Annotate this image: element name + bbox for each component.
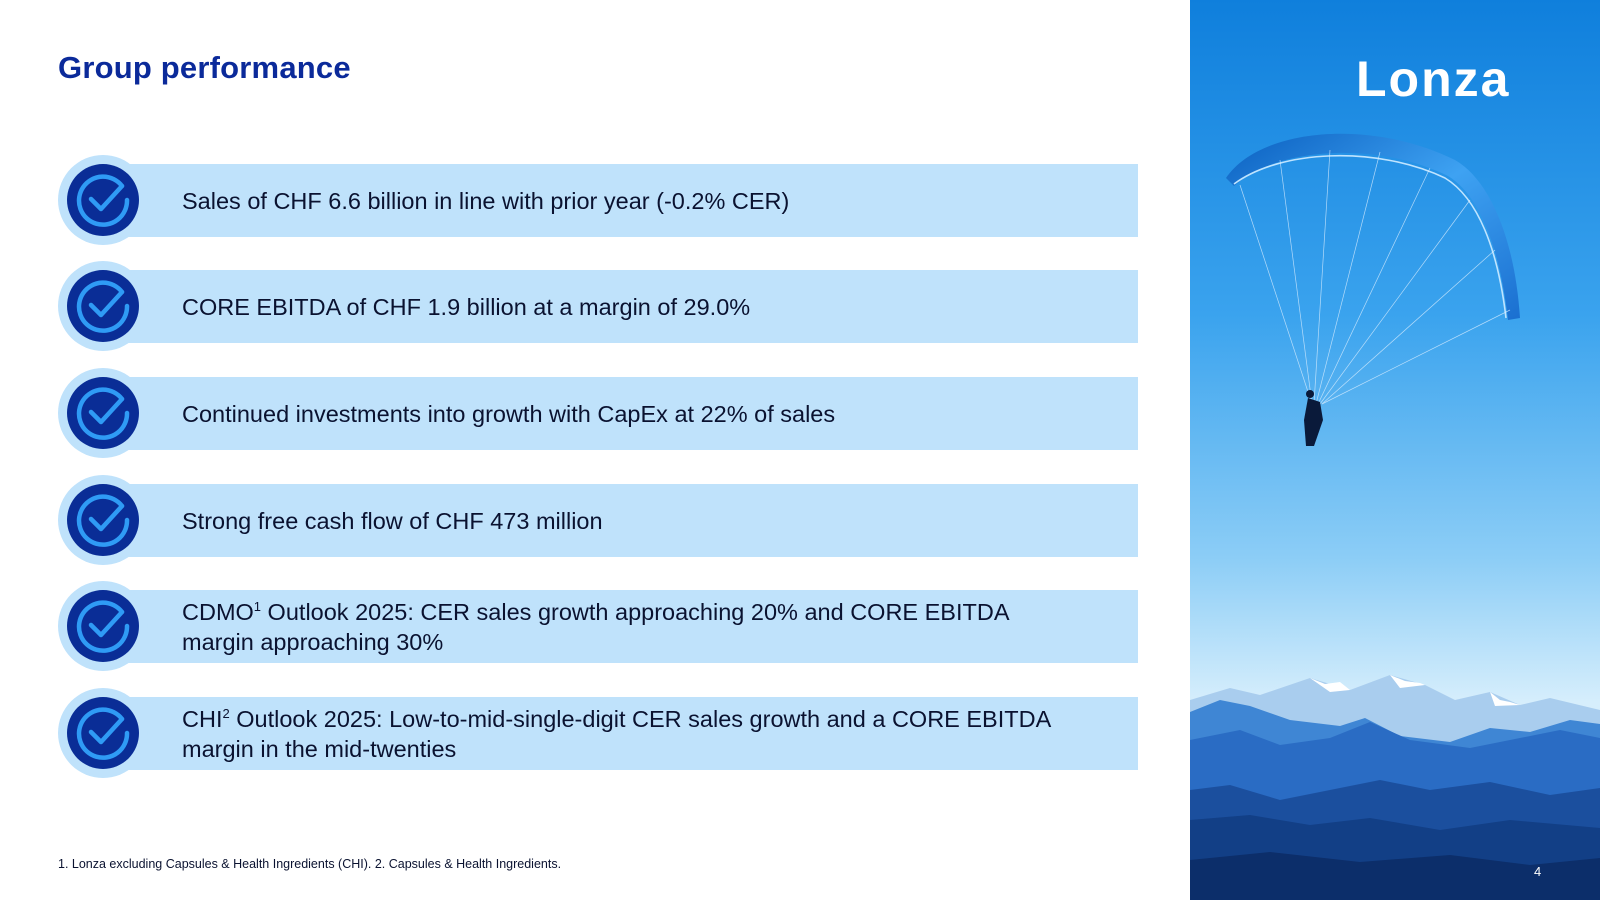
check-circle-icon [67, 697, 139, 769]
bullet-bar [108, 484, 1138, 557]
bullet-item: CHI2 Outlook 2025: Low-to-mid-single-dig… [58, 688, 1138, 778]
bullet-item: Strong free cash flow of CHF 473 million [58, 475, 1138, 565]
bullet-bar [108, 377, 1138, 450]
bullet-text: Strong free cash flow of CHF 473 million [182, 507, 603, 534]
bullet-bar [108, 270, 1138, 343]
bullet-text: CHI2 Outlook 2025: Low-to-mid-single-dig… [182, 697, 1077, 770]
footnote: 1. Lonza excluding Capsules & Health Ing… [58, 857, 562, 871]
bullet-item: CORE EBITDA of CHF 1.9 billion at a marg… [58, 261, 1138, 351]
bullet-bar [108, 164, 1138, 237]
bullet-bar [108, 590, 1138, 663]
lonza-logo: Lonza [1356, 51, 1511, 107]
bullet-prefix: CHI [182, 705, 223, 732]
check-circle-badge [58, 155, 148, 245]
bullet-item: CDMO1 Outlook 2025: CER sales growth app… [58, 581, 1138, 671]
bullet-item: Continued investments into growth with C… [58, 368, 1138, 458]
check-circle-badge [58, 688, 148, 778]
check-circle-icon [67, 270, 139, 342]
check-circle-icon [67, 590, 139, 662]
bullet-prefix: CDMO [182, 598, 254, 625]
check-circle-badge [58, 581, 148, 671]
footnote-marker: 1 [253, 598, 262, 614]
bullet-bar [108, 697, 1138, 770]
check-circle-badge [58, 475, 148, 565]
bullet-body: Outlook 2025: CER sales growth approachi… [182, 598, 1009, 655]
footnote-marker: 2 [222, 705, 230, 721]
page-number: 4 [1534, 864, 1542, 879]
bullet-body: Outlook 2025: Low-to-mid-single-digit CE… [182, 705, 1050, 762]
bullet-text: Sales of CHF 6.6 billion in line with pr… [182, 187, 790, 214]
bullet-text: CDMO1 Outlook 2025: CER sales growth app… [182, 590, 1077, 663]
bullet-item: Sales of CHF 6.6 billion in line with pr… [58, 155, 1138, 245]
check-circle-icon [67, 377, 139, 449]
bullet-text: Continued investments into growth with C… [182, 400, 836, 427]
paraglider-over-mountains-photo [1190, 0, 1600, 900]
check-circle-badge [58, 368, 148, 458]
check-circle-icon [67, 484, 139, 556]
check-circle-icon [67, 164, 139, 236]
bullet-text: CORE EBITDA of CHF 1.9 billion at a marg… [182, 293, 751, 320]
page-title: Group performance [58, 50, 351, 85]
check-circle-badge [58, 261, 148, 351]
